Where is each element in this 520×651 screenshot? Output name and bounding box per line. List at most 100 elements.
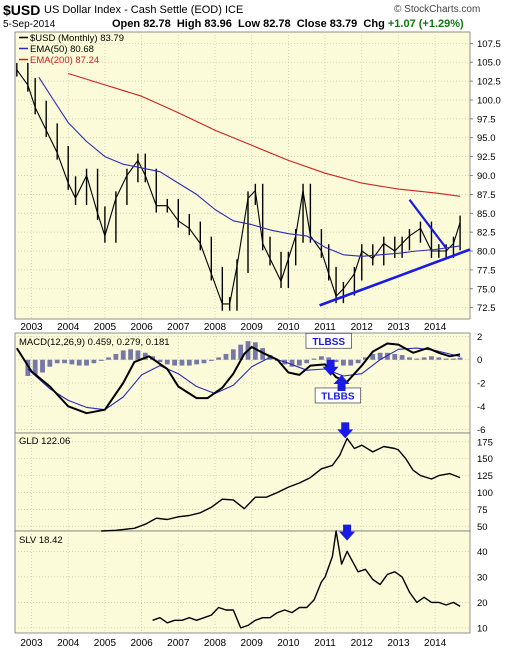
price-legend-label: EMA(50) 80.68	[30, 44, 94, 55]
price-y-tick-label: 97.5	[477, 114, 496, 125]
macd-histogram-bar	[69, 359, 75, 365]
macd-y-tick-label: -4	[477, 402, 485, 413]
macd-histogram-bar	[363, 357, 368, 360]
macd-histogram-bar	[194, 359, 200, 365]
macd-histogram-bar	[355, 359, 361, 364]
macd-annotation-label: TLBBS	[321, 391, 355, 402]
macd-histogram-bar	[32, 359, 38, 375]
macd-y-tick-label: -2	[477, 379, 485, 390]
price-y-tick-label: 80.0	[477, 247, 496, 258]
bottom-x-tick-label: 2013	[387, 638, 410, 649]
resistance-trendline	[408, 199, 447, 249]
price-series-line	[16, 69, 461, 305]
bottom-x-tick-label: 2010	[277, 638, 300, 649]
macd-histogram-bar	[311, 358, 317, 360]
bottom-x-tick-label: 2005	[94, 638, 117, 649]
price-x-tick-label: 2014	[424, 322, 447, 333]
macd-y-tick-label: 0	[477, 355, 482, 366]
price-x-tick-label: 2003	[20, 322, 43, 333]
macd-histogram-bar	[451, 358, 456, 360]
price-legend-label: $USD (Monthly) 83.79	[30, 33, 124, 44]
slv-legend-label: SLV 18.42	[19, 535, 63, 546]
macd-histogram-bar	[54, 359, 60, 364]
slv-y-tick-label: 20	[477, 598, 488, 609]
price-y-tick-label: 85.0	[477, 209, 496, 220]
macd-histogram-bar	[223, 353, 229, 360]
macd-histogram-bar	[157, 359, 163, 363]
price-y-tick-label: 92.5	[477, 152, 496, 163]
macd-histogram-bar	[238, 344, 244, 360]
macd-histogram-bar	[47, 359, 53, 367]
bottom-x-tick-label: 2014	[424, 638, 447, 649]
chart-instrument-name: US Dollar Index - Cash Settle (EOD) ICE	[44, 4, 244, 16]
macd-histogram-bar	[304, 359, 310, 364]
macd-histogram-bar	[142, 352, 148, 360]
macd-histogram-bar	[318, 356, 324, 360]
macd-histogram-bar	[25, 359, 31, 377]
bottom-x-tick-label: 2009	[241, 638, 264, 649]
annotation-arrow	[333, 375, 350, 391]
bottom-x-tick-label: 2011	[314, 638, 336, 649]
macd-histogram-bar	[135, 350, 141, 360]
slv-series-line	[152, 530, 461, 629]
price-x-tick-label: 2009	[241, 322, 264, 333]
macd-histogram-bar	[252, 342, 258, 360]
annotation-arrow	[339, 524, 356, 541]
macd-histogram-bar	[385, 352, 390, 360]
bottom-x-tick-label: 2007	[167, 638, 190, 649]
macd-histogram-bar	[98, 359, 104, 361]
open-value: 82.78	[143, 18, 171, 30]
macd-legend-label: MACD(12,26,9) 0.459, 0.279, 0.181	[19, 337, 170, 348]
macd-histogram-bar	[436, 357, 442, 360]
price-y-tick-label: 95.0	[477, 133, 496, 144]
gld-y-tick-label: 150	[477, 454, 493, 465]
price-y-tick-label: 105.0	[477, 58, 501, 69]
chart-date: 5-Sep-2014	[3, 19, 56, 30]
macd-histogram-bar	[429, 356, 434, 360]
macd-histogram-bar	[392, 353, 398, 360]
support-trendline	[319, 248, 471, 307]
close-value: 83.79	[329, 18, 358, 30]
macd-histogram-bar	[414, 358, 420, 360]
price-x-tick-label: 2006	[130, 322, 153, 333]
macd-histogram-bar	[106, 357, 111, 360]
annotation-arrow	[337, 422, 354, 439]
macd-y-tick-label: 2	[477, 332, 482, 343]
macd-histogram-bar	[179, 359, 185, 366]
macd-histogram-bar	[201, 359, 207, 364]
gld-y-tick-label: 50	[477, 522, 488, 533]
macd-line	[15, 342, 461, 415]
slv-y-tick-label: 10	[477, 623, 488, 634]
price-x-tick-label: 2007	[167, 322, 190, 333]
slv-y-tick-label: 40	[477, 547, 488, 558]
close-label: Close	[296, 18, 327, 30]
chart-symbol: $USD	[3, 2, 41, 18]
bottom-x-tick-label: 2004	[57, 638, 80, 649]
price-y-tick-label: 82.5	[477, 228, 496, 239]
price-y-tick-label: 87.5	[477, 190, 496, 201]
macd-histogram-bar	[186, 359, 192, 366]
macd-histogram-bar	[208, 359, 214, 361]
macd-histogram-bar	[216, 357, 222, 360]
macd-histogram-bar	[84, 359, 89, 366]
price-y-tick-label: 77.5	[477, 265, 496, 276]
chg-value: +1.07 (+1.29%)	[387, 18, 464, 30]
annotation-arrow	[322, 359, 339, 376]
ema200-series-line	[68, 72, 461, 197]
macd-histogram-bar	[230, 349, 236, 360]
price-y-tick-label: 75.0	[477, 284, 496, 295]
macd-histogram-bar	[377, 352, 383, 360]
price-y-tick-label: 72.5	[477, 303, 496, 314]
bottom-x-tick-label: 2008	[204, 638, 227, 649]
macd-histogram-bar	[370, 353, 376, 360]
price-x-tick-label: 2005	[94, 322, 117, 333]
price-legend-label: EMA(200) 87.24	[30, 55, 99, 66]
price-x-tick-label: 2011	[314, 322, 336, 333]
high-label: High	[176, 18, 202, 30]
gld-legend-label: GLD 122.06	[19, 436, 70, 447]
price-y-tick-label: 100.0	[477, 95, 501, 106]
quote-summary: Open 82.78 High 83.96 Low 82.78 Close 83…	[112, 18, 464, 30]
price-x-tick-label: 2008	[204, 322, 227, 333]
price-x-tick-label: 2012	[351, 322, 374, 333]
